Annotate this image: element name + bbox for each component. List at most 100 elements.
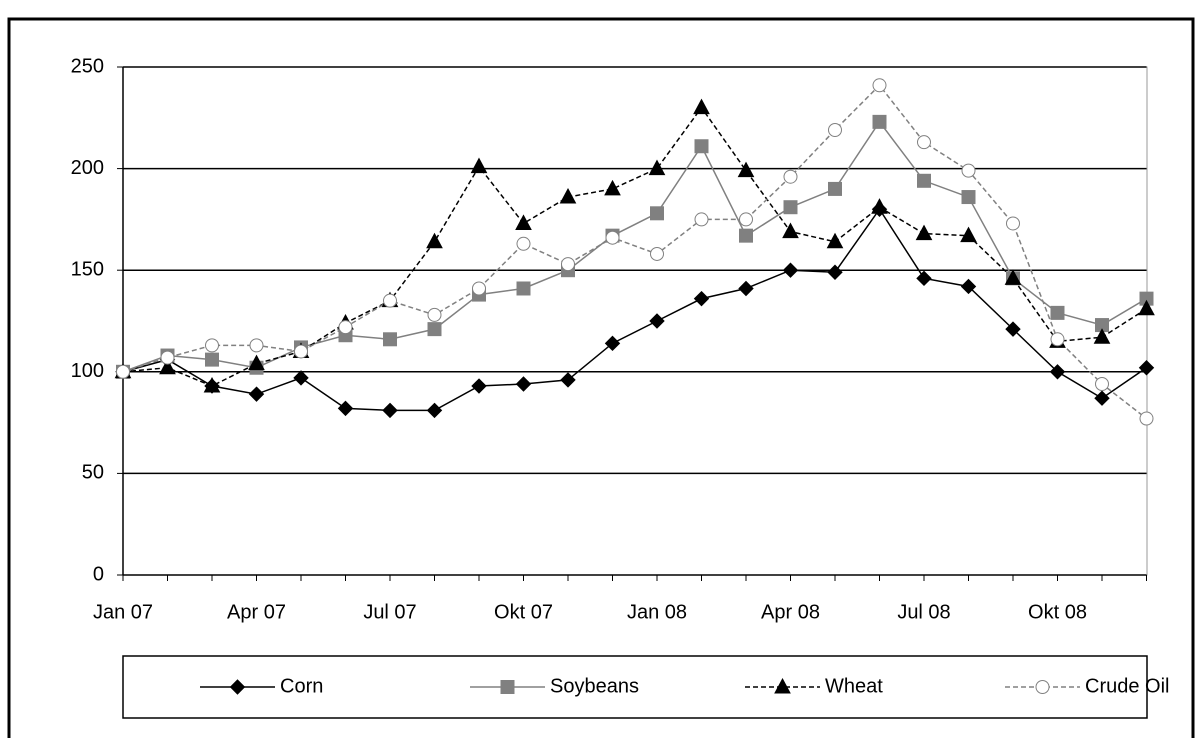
point bbox=[426, 232, 443, 249]
point bbox=[561, 257, 575, 272]
point bbox=[1004, 269, 1022, 285]
point bbox=[782, 222, 799, 239]
legend-marker bbox=[774, 677, 791, 694]
point bbox=[472, 281, 486, 296]
point bbox=[917, 173, 931, 188]
legend-marker bbox=[1035, 680, 1050, 694]
point bbox=[471, 378, 487, 394]
series-line bbox=[122, 207, 1147, 412]
point bbox=[783, 200, 798, 215]
point bbox=[427, 307, 442, 322]
legend-label: Crude Oil bbox=[1085, 675, 1169, 697]
y-tick-label: 250 bbox=[71, 55, 104, 77]
point bbox=[248, 386, 265, 402]
point bbox=[1138, 360, 1155, 376]
point bbox=[470, 157, 488, 174]
point bbox=[1094, 390, 1110, 406]
point bbox=[205, 352, 219, 367]
point bbox=[694, 139, 709, 154]
point bbox=[249, 338, 264, 353]
point bbox=[1138, 299, 1155, 316]
x-tick-label: Okt 08 bbox=[1028, 601, 1087, 623]
point bbox=[160, 350, 175, 365]
point bbox=[739, 212, 753, 227]
x-tick-label: Jan 08 bbox=[627, 601, 687, 623]
point bbox=[159, 358, 176, 375]
point bbox=[1006, 216, 1020, 231]
legend-item: Corn bbox=[200, 675, 323, 697]
point bbox=[783, 169, 798, 184]
point bbox=[248, 354, 265, 371]
point bbox=[205, 338, 219, 353]
legend-label: Corn bbox=[280, 675, 323, 697]
point bbox=[916, 270, 932, 287]
point bbox=[961, 163, 976, 178]
point bbox=[383, 293, 397, 308]
point bbox=[737, 161, 755, 178]
legend-item: Soybeans bbox=[470, 675, 639, 697]
point bbox=[1049, 364, 1066, 380]
point bbox=[961, 190, 976, 205]
point bbox=[694, 212, 709, 227]
y-tick-label: 150 bbox=[71, 258, 104, 280]
legend-item: Wheat bbox=[745, 675, 883, 697]
series-line bbox=[122, 84, 1147, 420]
x-tick-label: Jan 07 bbox=[93, 601, 153, 623]
point bbox=[516, 281, 531, 296]
point bbox=[649, 313, 665, 329]
point bbox=[828, 122, 842, 137]
point bbox=[516, 236, 531, 251]
point bbox=[605, 230, 620, 245]
legend-item: Crude Oil bbox=[1005, 675, 1169, 697]
point bbox=[739, 228, 753, 243]
point bbox=[383, 332, 397, 347]
point bbox=[203, 376, 221, 393]
point bbox=[427, 322, 442, 337]
y-tick-label: 100 bbox=[71, 360, 104, 382]
point bbox=[960, 278, 977, 295]
point bbox=[782, 262, 799, 278]
series-line bbox=[122, 106, 1147, 387]
y-tick-label: 0 bbox=[93, 563, 104, 585]
point bbox=[294, 344, 308, 359]
point bbox=[917, 135, 931, 150]
point bbox=[650, 206, 664, 221]
point bbox=[826, 232, 844, 249]
point bbox=[872, 78, 887, 93]
point bbox=[828, 181, 842, 196]
y-tick-label: 200 bbox=[71, 157, 104, 179]
point bbox=[116, 364, 130, 379]
x-tick-label: Apr 07 bbox=[227, 601, 286, 623]
point bbox=[1005, 321, 1021, 337]
point bbox=[871, 198, 888, 214]
legend-marker bbox=[229, 679, 246, 695]
point bbox=[293, 370, 309, 386]
chart-frame bbox=[7, 17, 1195, 738]
point bbox=[960, 226, 977, 243]
point bbox=[338, 320, 353, 335]
point bbox=[382, 402, 398, 419]
point bbox=[604, 335, 621, 352]
y-tick-label: 50 bbox=[82, 462, 104, 484]
point bbox=[650, 246, 664, 261]
point bbox=[872, 114, 887, 129]
point bbox=[1093, 328, 1111, 344]
series-line bbox=[122, 120, 1147, 373]
point bbox=[1139, 411, 1154, 426]
x-tick-label: Okt 07 bbox=[494, 601, 553, 623]
point bbox=[1050, 305, 1065, 320]
point bbox=[738, 280, 754, 297]
x-tick-label: Jul 08 bbox=[897, 601, 950, 623]
point bbox=[426, 402, 443, 419]
point bbox=[560, 372, 576, 388]
point bbox=[337, 400, 354, 417]
point bbox=[559, 187, 577, 204]
point bbox=[693, 290, 710, 307]
point bbox=[515, 376, 532, 392]
legend-label: Soybeans bbox=[550, 675, 639, 697]
point bbox=[827, 264, 843, 280]
point bbox=[648, 159, 666, 176]
point bbox=[915, 224, 933, 241]
legend-label: Wheat bbox=[825, 675, 883, 697]
